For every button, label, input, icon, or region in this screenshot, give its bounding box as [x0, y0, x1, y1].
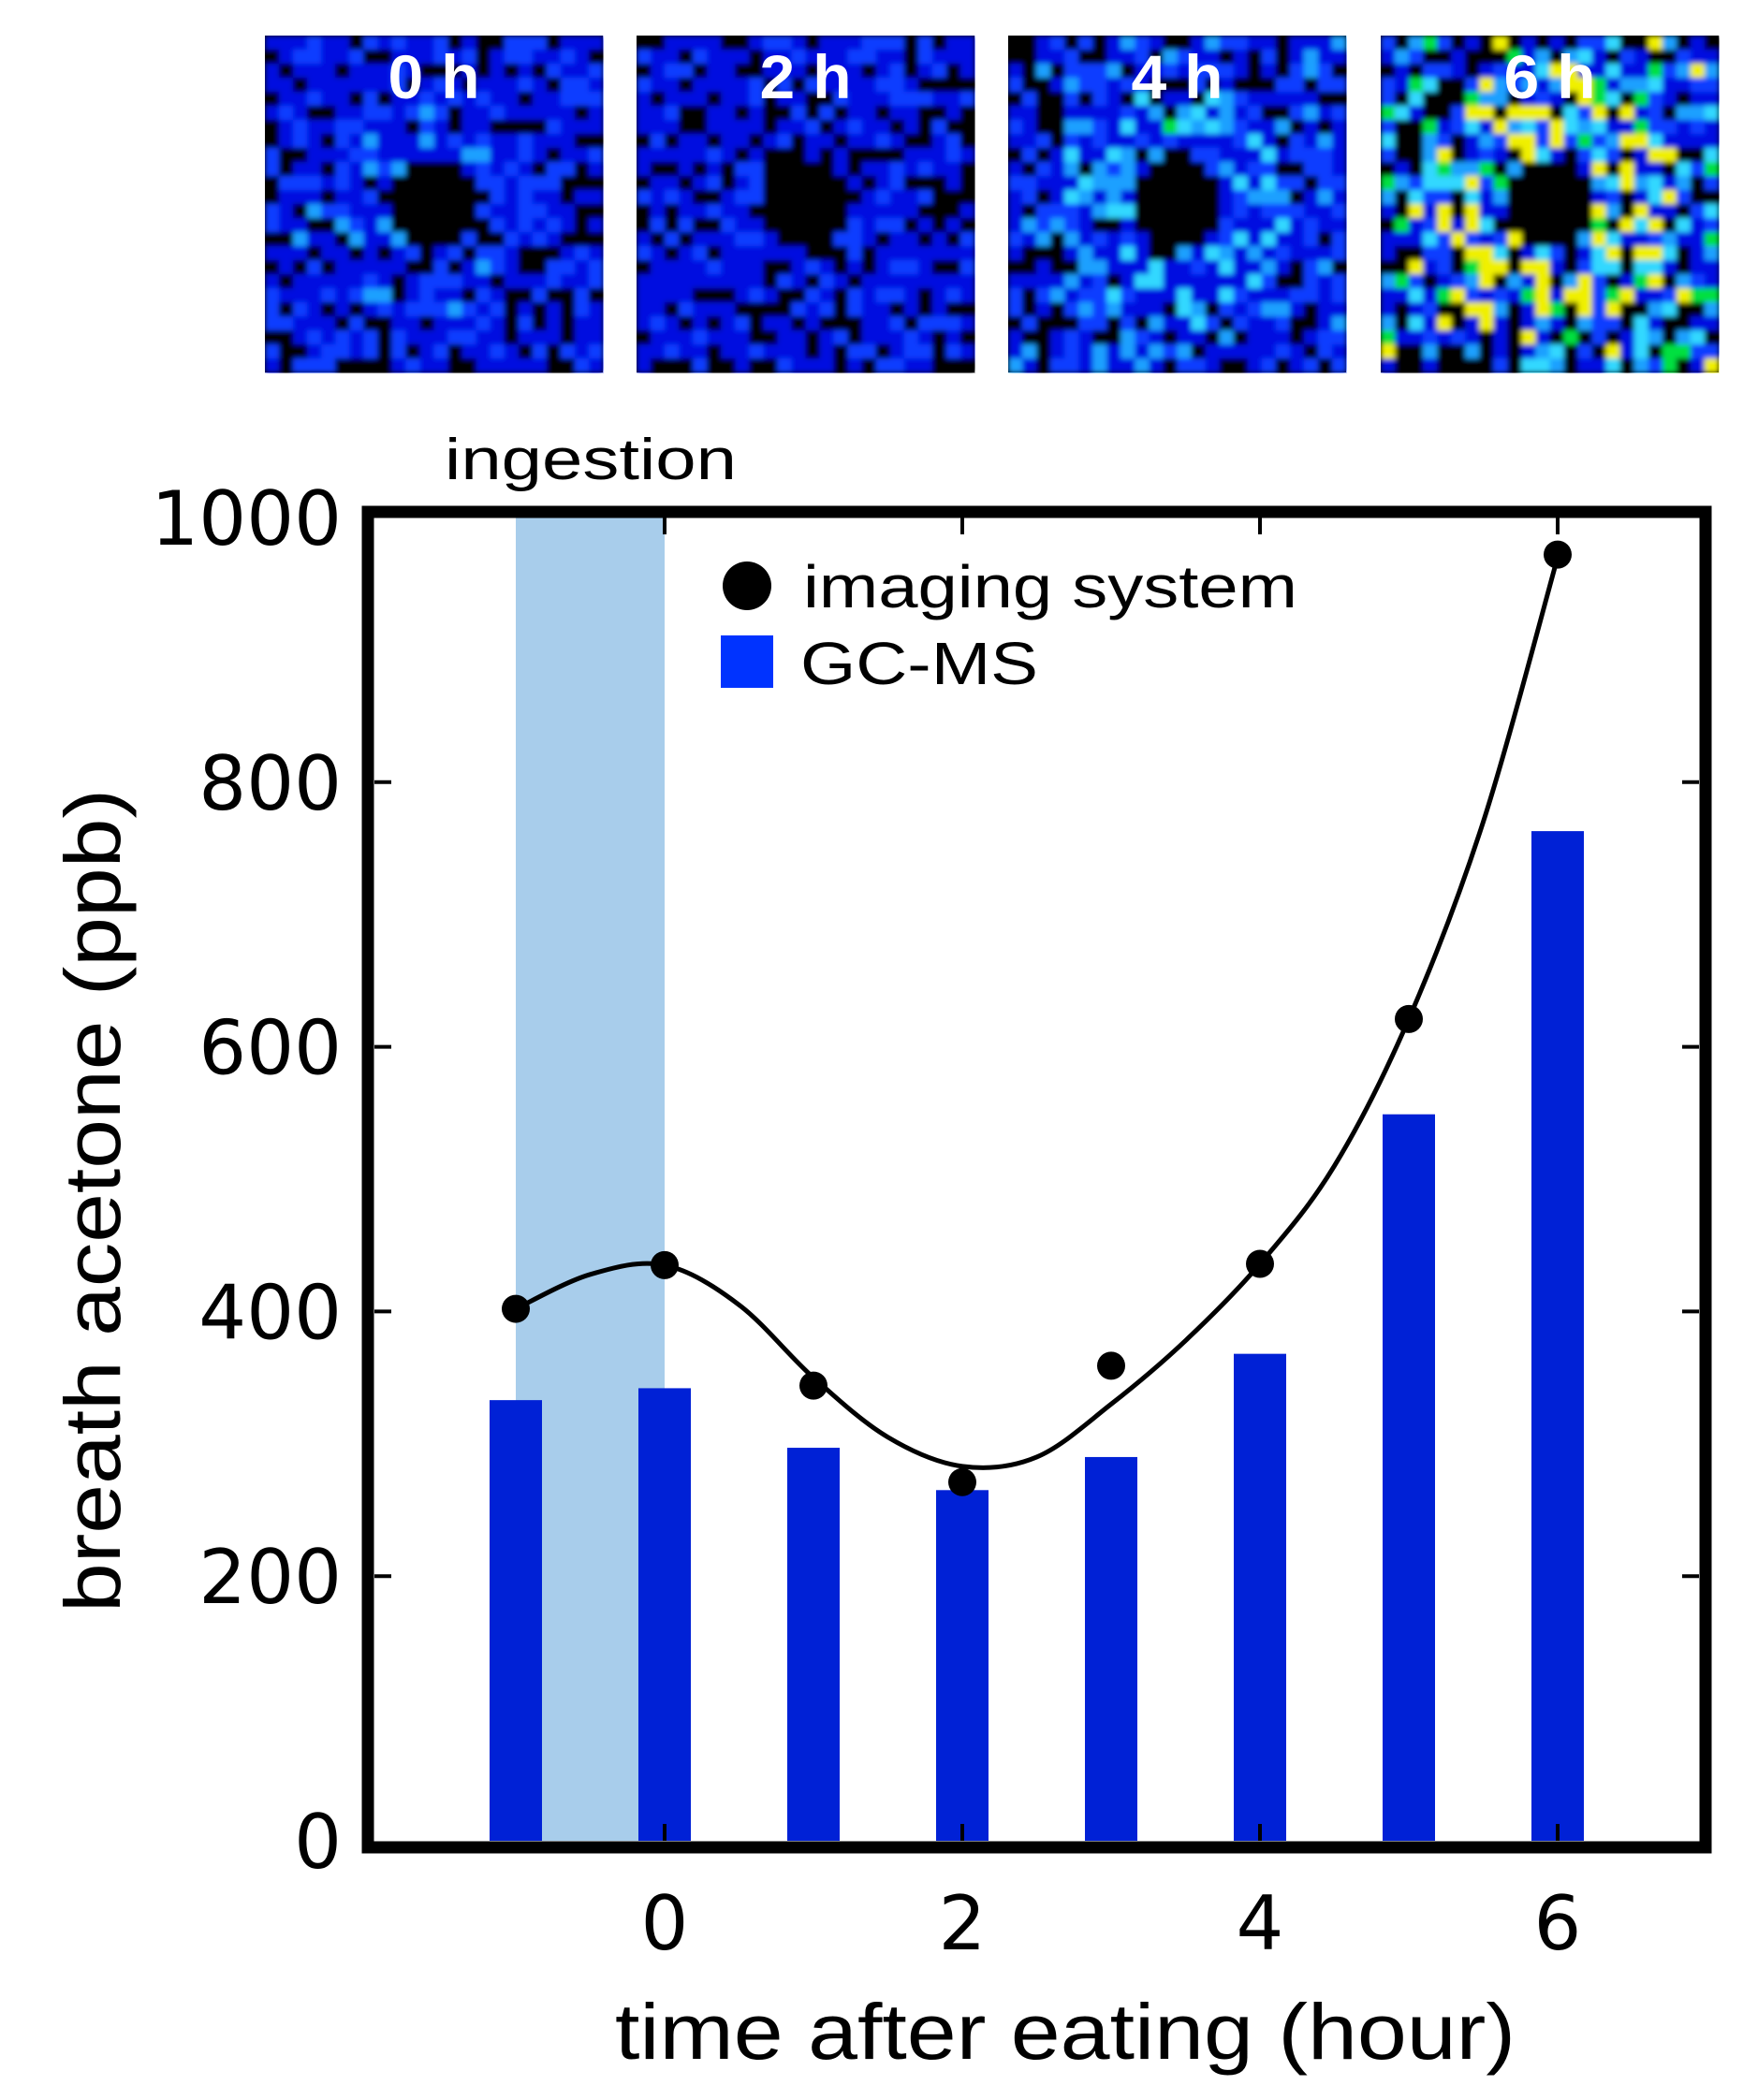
point-imaging-system — [651, 1250, 679, 1279]
axis-ticks — [374, 518, 1699, 1841]
legend-label-gc-ms: GC-MS — [800, 630, 1038, 697]
x-tick-label: 4 — [1237, 1880, 1284, 1967]
x-axis-title: time after eating (hour) — [615, 1988, 1516, 2076]
point-imaging-system — [502, 1294, 530, 1323]
ingestion-label: ingestion — [445, 428, 737, 492]
legend: imaging system GC-MS — [721, 553, 1297, 697]
bar-gc-ms — [1531, 831, 1584, 1841]
bar-gc-ms — [936, 1490, 989, 1841]
y-tick-label: 200 — [198, 1534, 342, 1621]
panel-label: 6 h — [1504, 42, 1596, 111]
fit-curve — [514, 556, 1560, 1470]
bar-gc-ms — [1085, 1456, 1137, 1841]
point-imaging-system — [1097, 1351, 1125, 1380]
x-tick-label: 2 — [939, 1880, 987, 1967]
y-tick-label: 400 — [198, 1269, 342, 1356]
point-imaging-system — [1544, 540, 1572, 569]
y-tick-label: 800 — [198, 740, 342, 827]
point-imaging-system — [1246, 1249, 1274, 1278]
plot-frame — [361, 505, 1712, 1854]
y-tick-label: 0 — [294, 1799, 342, 1886]
legend-marker-imaging-system — [723, 561, 771, 610]
panel-pixels — [1008, 36, 1347, 373]
y-tick-label: 1000 — [151, 475, 342, 562]
bar-gc-ms — [490, 1400, 542, 1841]
point-imaging-system — [948, 1467, 976, 1496]
heatmap-panel: 4 h — [1008, 36, 1347, 373]
heatmap-panel: 2 h — [637, 36, 975, 373]
bar-gc-ms — [638, 1388, 691, 1841]
y-axis-title: breath acetone (ppb) — [49, 789, 137, 1612]
x-tick-label: 6 — [1534, 1880, 1582, 1967]
imaging-points — [502, 540, 1572, 1496]
x-tick-labels: 0 2 4 6 — [641, 1880, 1582, 1967]
panel-label: 4 h — [1132, 42, 1223, 111]
x-tick-label: 0 — [641, 1880, 689, 1967]
point-imaging-system — [799, 1371, 828, 1400]
panel-pixels — [637, 36, 975, 373]
heatmap-panel: 0 h — [265, 36, 604, 373]
bar-gc-ms — [1383, 1114, 1435, 1841]
bar-gc-ms — [1234, 1353, 1286, 1841]
heatmap-panel: 6 h — [1381, 36, 1720, 373]
legend-marker-gc-ms — [721, 635, 773, 688]
heatmap-panels: 0 h 2 h 4 h 6 h — [265, 36, 1720, 373]
y-tick-label: 600 — [198, 1005, 342, 1092]
plot-area — [361, 505, 1712, 1854]
legend-label-imaging-system: imaging system — [803, 553, 1297, 620]
bar-gc-ms — [787, 1448, 840, 1841]
y-tick-labels: 0 200 400 600 800 1000 — [151, 475, 342, 1886]
gc-ms-bars — [490, 831, 1584, 1841]
panel-label: 0 h — [388, 42, 480, 111]
panel-pixels — [265, 36, 604, 373]
panel-pixels — [1381, 36, 1720, 373]
point-imaging-system — [1395, 1004, 1423, 1033]
panel-label: 2 h — [760, 42, 852, 111]
